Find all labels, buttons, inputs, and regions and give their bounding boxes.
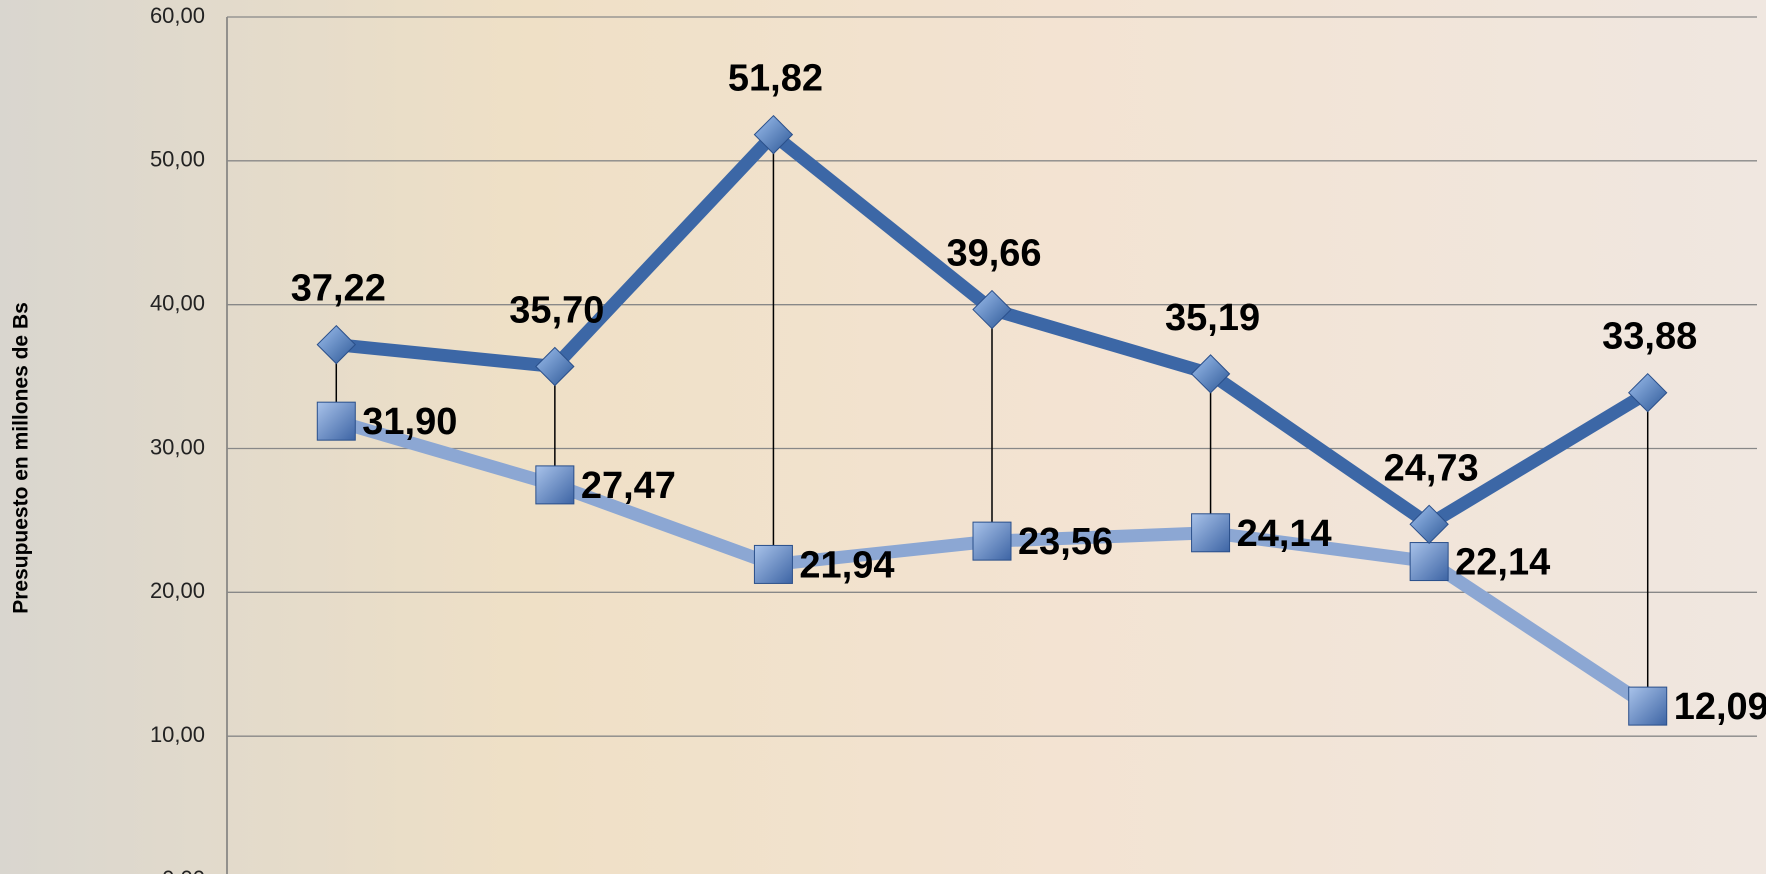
data-label: 24,73 bbox=[1384, 447, 1479, 489]
data-label: 31,90 bbox=[362, 401, 457, 443]
data-label: 35,19 bbox=[1165, 297, 1260, 339]
data-label: 22,14 bbox=[1455, 542, 1550, 584]
y-tick-label: 50,00 bbox=[150, 147, 205, 172]
data-label: 39,66 bbox=[946, 233, 1041, 275]
data-label: 21,94 bbox=[799, 544, 894, 586]
y-axis-title: Presupuesto en millones de Bs bbox=[10, 302, 33, 614]
data-label: 51,82 bbox=[728, 58, 823, 100]
marker bbox=[317, 402, 355, 440]
y-tick-label: 60,00 bbox=[150, 3, 205, 28]
y-tick-label: 40,00 bbox=[150, 290, 205, 315]
data-label: 23,56 bbox=[1018, 521, 1113, 563]
marker bbox=[1192, 514, 1230, 552]
marker bbox=[754, 545, 792, 583]
data-label: 35,70 bbox=[509, 290, 604, 332]
marker bbox=[1410, 543, 1448, 581]
y-tick-label: 30,00 bbox=[150, 434, 205, 459]
y-tick-label: 10,00 bbox=[150, 722, 205, 747]
data-label: 27,47 bbox=[581, 465, 676, 507]
marker bbox=[1629, 687, 1667, 725]
data-label: 12,09 bbox=[1674, 686, 1766, 728]
background bbox=[0, 0, 1766, 874]
data-label: 24,14 bbox=[1237, 513, 1332, 555]
data-label: 33,88 bbox=[1602, 316, 1697, 358]
y-tick-label: 20,00 bbox=[150, 578, 205, 603]
chart: Presupuesto en millones de Bs 0,00 10,00 2… bbox=[0, 0, 1766, 874]
data-label: 37,22 bbox=[291, 268, 386, 310]
y-tick-label: 0,00 bbox=[162, 866, 205, 874]
page: {"chart_data": {"type": "line", "y_label… bbox=[0, 0, 1766, 874]
marker bbox=[973, 522, 1011, 560]
marker bbox=[536, 466, 574, 504]
